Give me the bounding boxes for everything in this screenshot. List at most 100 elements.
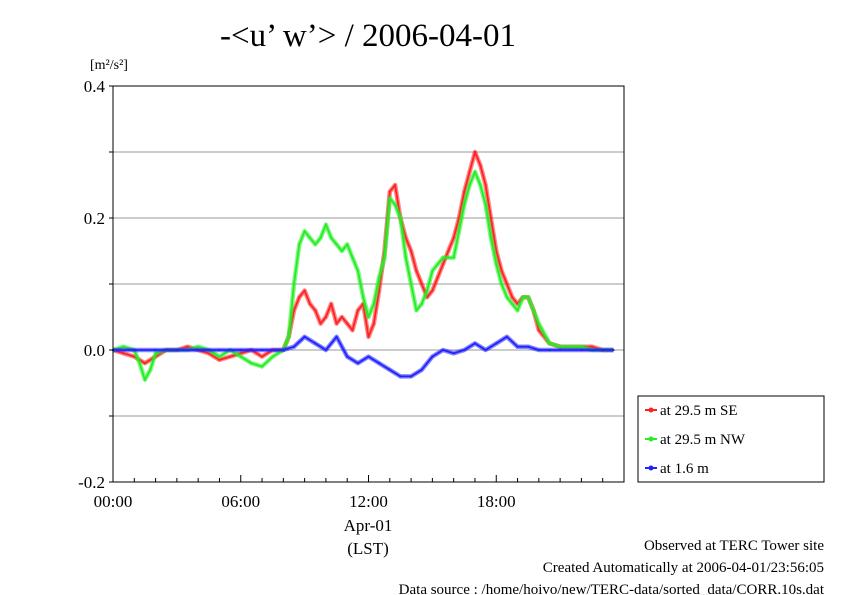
data-point	[314, 243, 317, 246]
data-point	[122, 352, 125, 355]
data-point	[292, 345, 296, 348]
data-point	[495, 342, 498, 345]
data-point	[356, 309, 359, 312]
data-point	[143, 362, 146, 365]
x-date-label: Apr-01	[344, 516, 393, 535]
data-point	[447, 256, 450, 259]
data-point	[415, 269, 418, 272]
data-point	[308, 236, 311, 239]
series-layer	[111, 149, 615, 382]
data-point	[154, 352, 157, 355]
data-point	[314, 342, 317, 345]
data-point	[527, 345, 530, 348]
data-point	[351, 256, 354, 259]
data-point	[468, 170, 471, 173]
legend-marker-1	[648, 436, 654, 442]
y-tick-label: 0.0	[84, 341, 105, 360]
footer-source: Data source : /home/hoivo/new/TERC-data/…	[399, 582, 825, 595]
data-point	[319, 236, 322, 239]
data-point	[452, 352, 455, 355]
data-point	[335, 335, 338, 338]
data-point	[260, 365, 264, 368]
legend-marker-2	[648, 465, 654, 471]
data-point	[308, 302, 311, 305]
data-point	[186, 345, 189, 348]
x-tick-label: 12:00	[349, 492, 388, 511]
data-point	[149, 368, 152, 371]
chart-title: -<u’ w’> / 2006-04-01	[220, 18, 516, 54]
x-unit-label: (LST)	[347, 539, 389, 558]
data-point	[378, 276, 381, 279]
data-point	[484, 183, 487, 187]
series-band-0	[112, 149, 614, 366]
data-point	[548, 342, 551, 345]
data-point	[356, 362, 359, 365]
data-point	[394, 203, 397, 206]
data-point	[362, 296, 365, 299]
data-point	[399, 216, 402, 220]
data-point	[218, 355, 221, 358]
data-point	[479, 183, 482, 187]
series-line-2	[113, 335, 614, 378]
data-point	[287, 335, 290, 338]
data-point	[367, 355, 370, 358]
data-point	[250, 362, 253, 365]
data-point	[330, 236, 333, 239]
data-point	[495, 263, 498, 266]
data-point	[548, 348, 551, 352]
data-point	[473, 150, 477, 154]
data-point	[372, 322, 375, 325]
data-point	[516, 309, 519, 312]
x-axis: 00:00 06:00 12:00 18:00	[94, 475, 625, 511]
data-point	[335, 243, 338, 246]
data-point	[410, 375, 413, 378]
data-point	[399, 375, 402, 378]
data-point	[324, 348, 327, 352]
data-point	[511, 296, 514, 299]
footer-observed: Observed at TERC Tower site	[644, 538, 824, 554]
data-point	[468, 183, 471, 187]
data-point	[537, 322, 540, 325]
data-point	[447, 249, 450, 253]
data-point	[340, 249, 343, 253]
data-point	[122, 345, 125, 348]
x-tick-label: 00:00	[94, 492, 133, 511]
data-point	[473, 170, 477, 173]
data-point	[527, 296, 530, 299]
data-point	[239, 355, 242, 358]
data-point	[537, 348, 540, 352]
legend-label-0: at 29.5 m SE	[660, 403, 738, 419]
data-point	[404, 256, 407, 259]
data-point	[133, 348, 136, 352]
data-point	[260, 355, 264, 358]
data-point	[479, 164, 482, 167]
data-point	[463, 203, 466, 206]
data-point	[431, 289, 434, 292]
data-point	[441, 263, 445, 266]
data-point	[591, 345, 594, 348]
data-point	[452, 256, 455, 259]
data-point	[489, 236, 492, 239]
data-point	[154, 348, 157, 352]
data-point	[511, 302, 514, 305]
data-point	[410, 282, 413, 286]
data-point	[340, 315, 343, 319]
data-point	[489, 216, 492, 220]
legend-marker-0	[648, 407, 654, 413]
data-point	[415, 309, 418, 312]
data-point	[372, 302, 375, 305]
data-point	[143, 378, 146, 381]
data-point	[138, 362, 141, 365]
data-point	[431, 269, 434, 272]
data-point	[580, 345, 583, 348]
grid-lines	[113, 85, 624, 483]
data-point	[441, 348, 445, 352]
data-point	[457, 230, 461, 233]
data-point	[484, 203, 487, 206]
data-point	[346, 322, 349, 325]
data-point	[388, 368, 391, 371]
data-point	[197, 345, 200, 348]
footer-created: Created Automatically at 2006-04-01/23:5…	[543, 560, 824, 576]
data-point	[298, 296, 301, 299]
